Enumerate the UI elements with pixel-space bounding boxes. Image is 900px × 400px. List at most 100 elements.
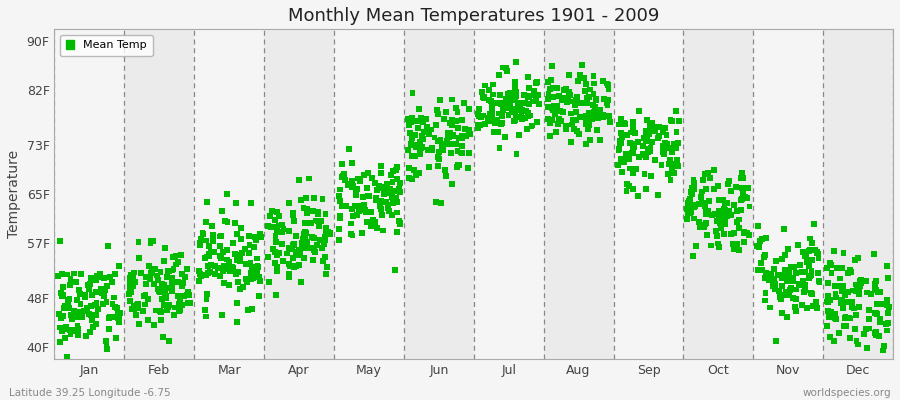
Point: [455, 143, 470, 149]
Point: [405, 90, 419, 96]
Point: [294, 279, 309, 285]
Point: [827, 315, 842, 321]
Point: [655, 142, 670, 149]
Point: [108, 304, 122, 310]
Point: [821, 294, 835, 301]
Point: [407, 166, 421, 173]
Point: [644, 172, 659, 179]
Point: [159, 306, 174, 312]
Point: [217, 280, 231, 286]
Point: [868, 332, 883, 338]
Point: [301, 220, 315, 226]
Point: [198, 306, 212, 313]
Point: [84, 275, 98, 282]
Point: [122, 282, 137, 289]
Point: [635, 143, 650, 149]
Point: [155, 295, 169, 302]
Point: [554, 118, 568, 124]
Point: [732, 247, 746, 254]
Point: [853, 283, 868, 289]
Point: [435, 144, 449, 150]
Point: [637, 170, 652, 177]
Point: [717, 205, 732, 212]
Point: [98, 286, 112, 293]
Point: [405, 115, 419, 122]
Point: [374, 212, 389, 218]
Point: [618, 120, 633, 127]
Point: [318, 237, 332, 244]
Point: [241, 307, 256, 313]
Point: [821, 299, 835, 305]
Point: [842, 315, 856, 322]
Bar: [683, 29, 753, 359]
Point: [486, 81, 500, 88]
Point: [103, 313, 117, 320]
Point: [165, 276, 179, 282]
Point: [93, 271, 107, 277]
Point: [157, 302, 171, 308]
Point: [684, 208, 698, 215]
Point: [461, 165, 475, 172]
Point: [225, 264, 239, 270]
Point: [782, 292, 796, 298]
Point: [868, 330, 883, 336]
Point: [150, 277, 165, 283]
Point: [852, 288, 867, 294]
Point: [568, 117, 582, 124]
Point: [642, 131, 656, 138]
Point: [199, 272, 213, 278]
Point: [591, 115, 606, 122]
Point: [85, 292, 99, 298]
Point: [208, 262, 222, 269]
Point: [124, 288, 139, 295]
Point: [828, 290, 842, 297]
Point: [402, 130, 417, 136]
Point: [526, 98, 540, 105]
Point: [292, 247, 306, 253]
Point: [284, 246, 299, 252]
Point: [498, 134, 512, 140]
Point: [381, 190, 395, 197]
Point: [56, 284, 70, 290]
Point: [737, 228, 751, 235]
Point: [850, 338, 864, 344]
Point: [402, 121, 417, 127]
Point: [882, 304, 896, 310]
Point: [78, 333, 93, 339]
Point: [336, 174, 350, 180]
Point: [490, 116, 504, 123]
Point: [444, 140, 458, 147]
Point: [601, 82, 616, 88]
Point: [242, 242, 256, 248]
Point: [709, 228, 724, 234]
Point: [699, 232, 714, 238]
Point: [226, 265, 240, 271]
Point: [198, 254, 212, 261]
Point: [337, 170, 351, 177]
Point: [313, 237, 328, 244]
Point: [390, 164, 404, 170]
Point: [148, 266, 162, 272]
Point: [345, 178, 359, 184]
Point: [623, 140, 637, 146]
Point: [797, 269, 812, 276]
Point: [626, 119, 640, 126]
Point: [864, 291, 878, 297]
Point: [173, 307, 187, 314]
Point: [783, 287, 797, 293]
Point: [793, 262, 807, 269]
Point: [836, 305, 850, 312]
Point: [881, 274, 896, 281]
Point: [810, 248, 824, 255]
Point: [577, 74, 591, 81]
Point: [194, 242, 208, 248]
Point: [200, 199, 214, 205]
Point: [838, 315, 852, 322]
Point: [639, 128, 653, 134]
Point: [827, 248, 842, 254]
Point: [428, 134, 442, 141]
Point: [126, 282, 140, 289]
Point: [203, 262, 218, 268]
Point: [717, 209, 732, 215]
Point: [165, 288, 179, 294]
